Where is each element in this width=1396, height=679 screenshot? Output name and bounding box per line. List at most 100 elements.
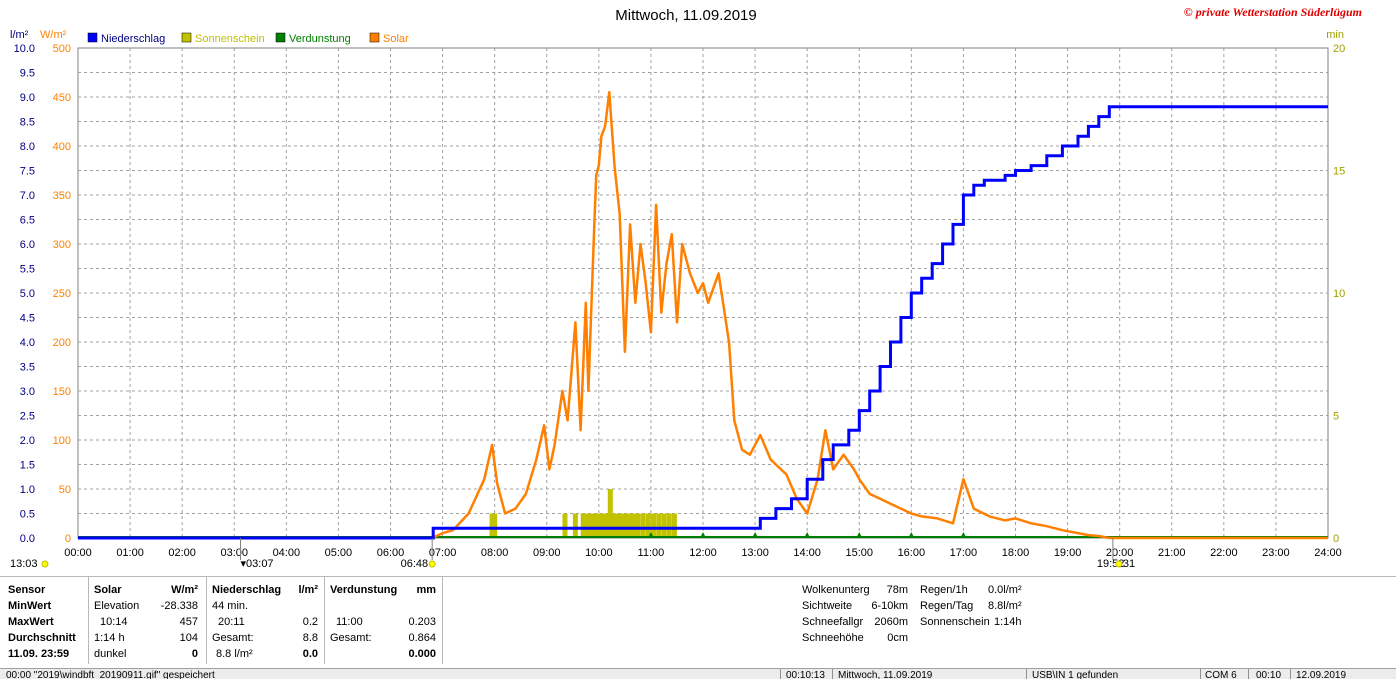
solar-row-value: 104 (179, 632, 198, 644)
rain-header: Niederschlag (212, 584, 282, 596)
evaporation-marker (752, 532, 759, 538)
x-tick-label: 10:00 (585, 547, 613, 559)
rain-summary-label: Regen/Tag (920, 600, 974, 612)
x-tick-label: 14:00 (793, 547, 821, 559)
evaporation-marker (960, 532, 967, 538)
y-tick-label-sunshine: 20 (1333, 43, 1345, 55)
moonrise-label: 13:03 (10, 558, 38, 570)
y-tick-label-rain: 3.0 (20, 386, 35, 398)
x-tick-label: 24:00 (1314, 547, 1342, 559)
sensor-row-label: 11.09. 23:59 (8, 648, 70, 660)
y-tick-label-solar: 250 (53, 288, 71, 300)
x-tick-label: 17:00 (950, 547, 978, 559)
evaporation-marker (908, 532, 915, 538)
weather-value: 0cm (887, 632, 908, 644)
stats-divider (206, 576, 207, 664)
weather-chart: Mittwoch, 11.09.2019 © private Wetterstat… (10, 5, 1362, 570)
x-tick-label: 01:00 (116, 547, 144, 559)
y-tick-label-sunshine: 10 (1333, 288, 1345, 300)
evaporation-marker (856, 532, 863, 538)
evaporation-marker (700, 532, 706, 538)
x-tick-label: 22:00 (1210, 547, 1238, 559)
chart-title: Mittwoch, 11.09.2019 (615, 7, 756, 24)
rain-summary-label: Regen/1h (920, 584, 968, 596)
evaporation-marker (647, 532, 654, 538)
sunshine-bar (671, 513, 677, 538)
solar-header: Solar (94, 584, 122, 596)
x-tick-label: 18:00 (1002, 547, 1030, 559)
sunshine-bar (492, 513, 498, 538)
y-tick-label-rain: 9.5 (20, 68, 35, 80)
x-tick-label: 09:00 (533, 547, 561, 559)
y-tick-label-rain: 4.5 (20, 313, 35, 325)
y-tick-label-rain: 3.5 (20, 362, 35, 374)
axis-unit-sunshine: min (1326, 29, 1344, 41)
status-date-label: Mittwoch, 11.09.2019 (838, 670, 933, 679)
sunshine-bar (604, 513, 610, 538)
y-tick-label-rain: 7.5 (20, 166, 35, 178)
statistics-panel: Sensor MinWert MaxWert Durchschnitt 11.0… (0, 576, 1396, 668)
sunshine-bar (584, 513, 590, 538)
evaporation-row-value: 0.000 (408, 648, 436, 660)
y-tick-label-solar: 0 (65, 533, 71, 545)
status-divider (832, 669, 833, 679)
sunshine-bar (640, 513, 646, 538)
legend-swatch (275, 32, 286, 43)
rain-unit: l/m² (298, 584, 318, 596)
status-date: 12.09.2019 (1296, 670, 1347, 679)
rain-summary-value: 0.0l/m² (988, 584, 1022, 596)
x-tick-label: 08:00 (481, 547, 509, 559)
axis-unit-rain: l/m² (10, 29, 29, 41)
stats-divider (88, 576, 89, 664)
weather-label: Wolkenunterg (802, 584, 870, 596)
evaporation-unit: mm (416, 584, 436, 596)
sunshine-bar (635, 513, 641, 538)
solar-row-value: 0 (191, 648, 198, 660)
sunshine-bar (588, 513, 594, 538)
y-tick-label-solar: 200 (53, 337, 71, 349)
moon-event-label: ▾03:07 (241, 558, 274, 570)
rain-summary-label: Sonnenschein (920, 616, 990, 628)
evaporation-marker (804, 532, 811, 538)
x-tick-label: 15:00 (845, 547, 873, 559)
status-divider (1026, 669, 1027, 679)
y-tick-label-rain: 5.5 (20, 264, 35, 276)
sunshine-bar (599, 513, 605, 538)
status-file: 00:00 "2019\windbft_20190911.gif" gespei… (6, 670, 215, 679)
y-tick-label-rain: 0.5 (20, 509, 35, 521)
y-tick-label-rain: 1.0 (20, 484, 35, 496)
rain-row-label: 44 min. (212, 600, 249, 612)
rain-line (78, 105, 1328, 540)
sunshine-bar (562, 513, 568, 538)
y-tick-label-rain: 4.0 (20, 337, 35, 349)
x-tick-label: 06:00 (377, 547, 405, 559)
solar-line (78, 90, 1328, 540)
rain-summary-value: 1:14h (994, 616, 1022, 628)
y-tick-label-rain: 2.0 (20, 435, 35, 447)
y-tick-label-solar: 350 (53, 190, 71, 202)
stats-divider (442, 576, 443, 664)
rain-row-label: 20:11 (218, 616, 245, 628)
rain-row-label: 8.8 l/m² (216, 648, 253, 660)
sunrise-label: 06:48 (401, 558, 429, 570)
sunshine-bar (580, 513, 586, 538)
sunshine-bar (607, 489, 613, 538)
status-time: 00:10:13 (786, 670, 825, 679)
status-clock: 00:10 (1256, 670, 1282, 679)
rain-row-label: Gesamt: (212, 632, 254, 644)
sunset-suffix: 31 (1123, 558, 1135, 570)
weather-label: Schneehöhe (802, 632, 864, 644)
legend-label: Solar (383, 33, 409, 45)
sunshine-bar (631, 513, 637, 538)
solar-row-value: 457 (179, 616, 198, 628)
x-tick-label: 11:00 (638, 547, 665, 559)
y-tick-label-rain: 9.0 (20, 92, 35, 104)
y-tick-label-solar: 300 (53, 239, 71, 251)
weather-value: 6-10km (871, 600, 908, 612)
y-tick-label-solar: 150 (53, 386, 71, 398)
evaporation-row-value: 0.864 (408, 632, 436, 644)
sunshine-bar (616, 513, 622, 538)
sunshine-bar (572, 513, 578, 538)
y-tick-label-solar: 50 (59, 484, 71, 496)
legend-swatch (181, 32, 192, 43)
